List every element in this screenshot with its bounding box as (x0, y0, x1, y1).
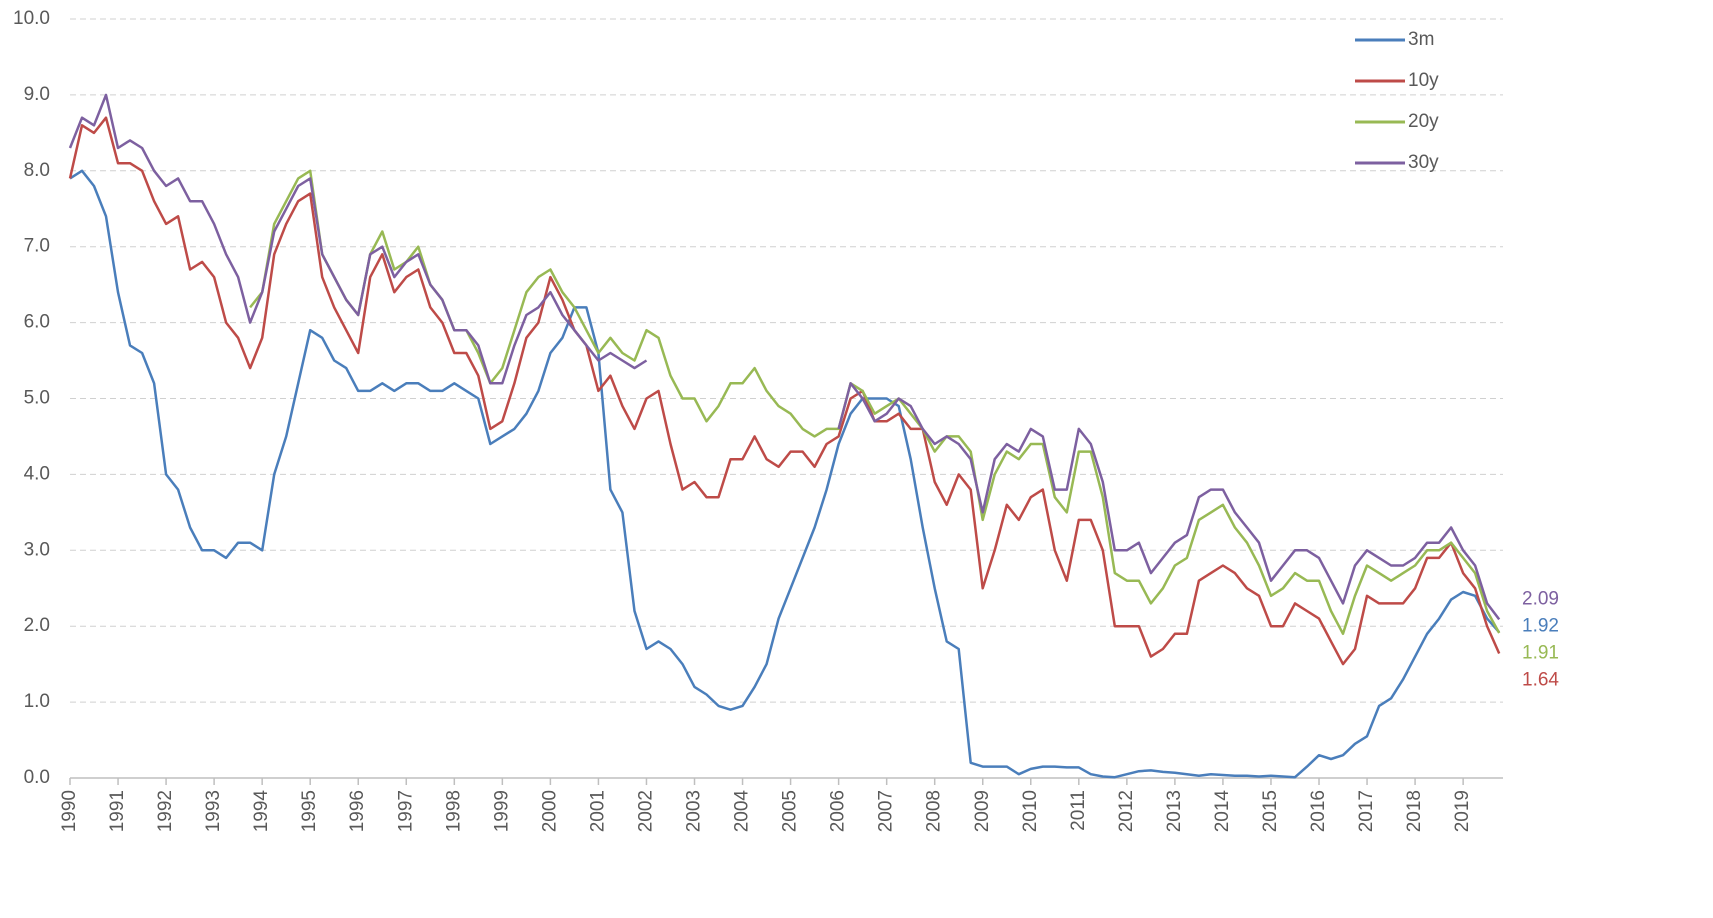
legend-label: 10y (1408, 70, 1439, 91)
end-label: 1.91 (1522, 642, 1559, 663)
x-tick-label: 2018 (1404, 790, 1425, 832)
series-line (249, 169, 1501, 636)
x-tick-label: 1990 (59, 790, 80, 832)
x-tick-label: 2010 (1020, 790, 1041, 832)
x-tick-label: 2005 (780, 790, 801, 832)
x-tick-label: 2006 (828, 790, 849, 832)
x-tick-label: 2016 (1308, 790, 1329, 832)
x-tick-label: 1996 (347, 790, 368, 832)
x-tick-label: 2012 (1116, 790, 1137, 832)
x-tick-label: 1999 (491, 790, 512, 832)
x-tick-label: 2014 (1212, 790, 1233, 833)
x-tick-label: 2013 (1164, 790, 1185, 832)
x-tick-label: 2004 (732, 790, 753, 833)
x-tick-label: 2003 (684, 790, 705, 832)
x-tick-label: 2019 (1452, 790, 1473, 832)
x-tick-label: 1998 (443, 790, 464, 832)
x-tick-label: 2009 (972, 790, 993, 832)
legend-label: 20y (1408, 111, 1439, 132)
legend-label: 30y (1408, 152, 1439, 173)
x-tick-label: 2008 (924, 790, 945, 832)
y-tick-label: 7.0 (24, 236, 50, 257)
series-line (68, 93, 1501, 621)
series-line (69, 169, 1501, 779)
x-tick-label: 2001 (587, 790, 608, 832)
x-tick-label: 2002 (635, 790, 656, 832)
y-tick-label: 3.0 (24, 539, 50, 560)
end-label: 1.64 (1522, 669, 1559, 690)
end-label: 2.09 (1522, 588, 1559, 609)
x-tick-label: 1992 (155, 790, 176, 832)
y-tick-label: 1.0 (24, 691, 50, 712)
x-tick-label: 1997 (395, 790, 416, 832)
x-tick-label: 2015 (1260, 790, 1281, 832)
x-tick-label: 2007 (876, 790, 897, 832)
x-tick-label: 1995 (299, 790, 320, 832)
y-tick-label: 9.0 (24, 84, 50, 105)
x-tick-label: 1993 (203, 790, 224, 832)
x-tick-label: 1994 (251, 790, 272, 833)
x-tick-label: 2017 (1356, 790, 1377, 832)
x-tick-label: 2000 (539, 790, 560, 832)
y-tick-label: 10.0 (13, 8, 50, 29)
x-tick-label: 2011 (1068, 790, 1089, 831)
end-label: 1.92 (1522, 615, 1559, 636)
x-tick-label: 1991 (107, 790, 128, 832)
y-tick-label: 4.0 (24, 463, 50, 484)
y-tick-label: 5.0 (24, 388, 50, 409)
y-tick-label: 2.0 (24, 615, 50, 636)
y-tick-label: 6.0 (24, 312, 50, 333)
y-tick-label: 8.0 (24, 160, 50, 181)
legend-label: 3m (1408, 29, 1434, 50)
series-line (68, 116, 1501, 666)
y-tick-label: 0.0 (24, 767, 50, 788)
